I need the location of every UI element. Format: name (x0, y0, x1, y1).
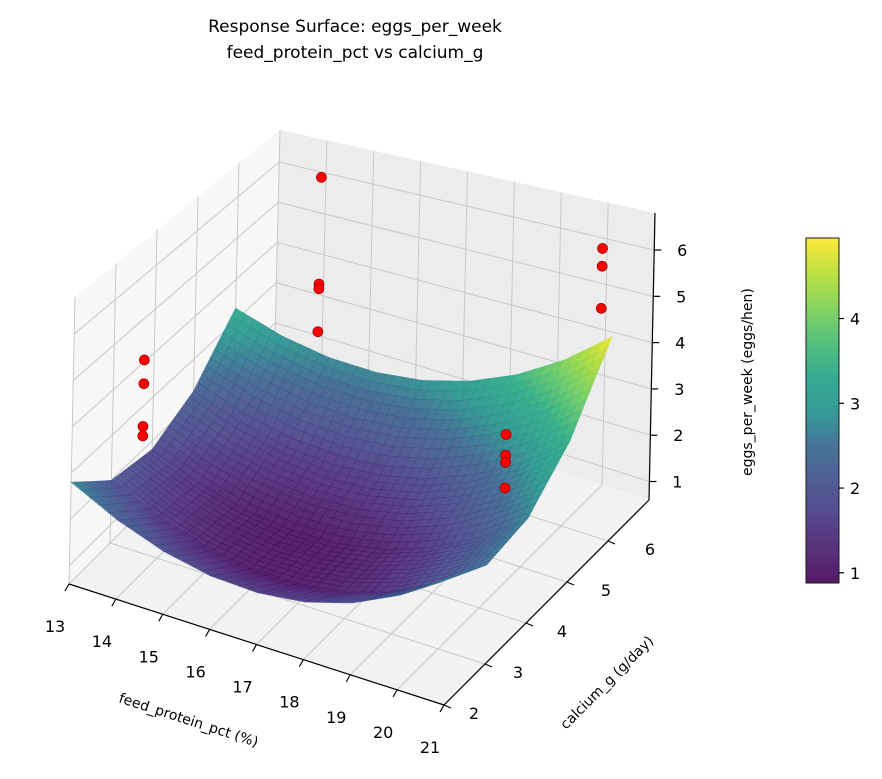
grid-line-z (277, 241, 653, 344)
colorbar-gradient (805, 237, 840, 584)
colorbar-tick-label: 1 (850, 564, 860, 583)
grid-line-z (72, 201, 279, 381)
chart-title: Response Surface: eggs_per_week (208, 17, 502, 37)
data-point (312, 326, 324, 338)
x-tick (345, 674, 351, 683)
x-tick-label: 16 (185, 662, 205, 681)
x-tick-label: 21 (420, 738, 440, 757)
data-point (597, 243, 608, 254)
y-tick-label: 6 (645, 540, 655, 559)
grid-line-x (367, 150, 375, 410)
x-tick (298, 659, 304, 667)
data-point (137, 430, 149, 442)
z-tick-label: 1 (672, 472, 682, 491)
data-point (138, 378, 150, 390)
y-tick-label: 3 (513, 663, 523, 682)
y-tick (443, 704, 452, 709)
x-tick-label: 18 (279, 693, 299, 712)
y-tick-label: 5 (601, 581, 611, 600)
grid-line-y (109, 542, 486, 665)
z-axis-label: eggs_per_week (eggs/hen) (740, 288, 756, 476)
grid-line-z (275, 322, 651, 436)
data-point (316, 172, 327, 183)
surface (70, 307, 613, 604)
data-point (595, 303, 607, 314)
grid-line-y (68, 296, 76, 585)
z-tick-label: 6 (677, 241, 687, 260)
y-axis-label: calcium_g (g/day) (558, 633, 658, 733)
y-tick (607, 540, 616, 545)
data-point (500, 456, 511, 468)
data-point (137, 421, 149, 432)
x-tick-label: 17 (232, 678, 252, 697)
y-axis-line (443, 499, 650, 706)
data-point (596, 260, 608, 272)
x-tick-label: 13 (45, 617, 65, 636)
x-axis-line (68, 583, 445, 706)
x-tick-label: 15 (139, 647, 159, 666)
x-tick (251, 644, 258, 652)
z-tick-label: 4 (675, 334, 685, 353)
x-tick-label: 14 (92, 632, 112, 651)
y-tick (484, 663, 493, 668)
colorbar-tick-label: 2 (850, 479, 860, 498)
colorbar: 1 2 3 4 (805, 237, 860, 584)
grid-line-x (396, 484, 603, 691)
grid-line-z (278, 201, 654, 297)
grid-line-x (320, 140, 328, 395)
data-point (313, 283, 325, 295)
grid-line-z (279, 161, 655, 251)
x-tick-label: 19 (326, 708, 346, 727)
y-tick-label: 4 (557, 622, 567, 641)
grid-line-z (71, 242, 278, 427)
x-tick (64, 583, 70, 592)
x-tick (439, 704, 445, 713)
data-point (138, 354, 150, 366)
y-tick (525, 622, 534, 627)
y-tick-label: 2 (469, 704, 479, 723)
colorbar-tick-label: 4 (850, 310, 860, 329)
data-point (499, 482, 511, 494)
x-tick-label: 20 (373, 723, 393, 742)
z-tick-label: 2 (673, 426, 683, 445)
chart-subtitle: feed_protein_pct vs calcium_g (227, 43, 484, 63)
x-axis-label: feed_protein_pct (%) (117, 691, 260, 751)
z-axis-line (648, 212, 656, 501)
scatter-front (137, 172, 608, 494)
grid-line-z (73, 161, 280, 335)
z-tick-label: 5 (676, 287, 686, 306)
x-tick (158, 613, 164, 622)
x-tick (111, 598, 117, 607)
axes: 13 14 15 16 17 18 19 20 21 2 3 4 5 6 1 2 3 4 5 6 (45, 212, 687, 757)
data-point (500, 429, 512, 440)
y-tick (566, 581, 575, 586)
x-tick (392, 689, 398, 698)
x-tick (205, 629, 211, 637)
colorbar-tick-label: 3 (850, 394, 860, 413)
z-tick-label: 3 (674, 380, 684, 399)
surface-patch (436, 577, 451, 583)
